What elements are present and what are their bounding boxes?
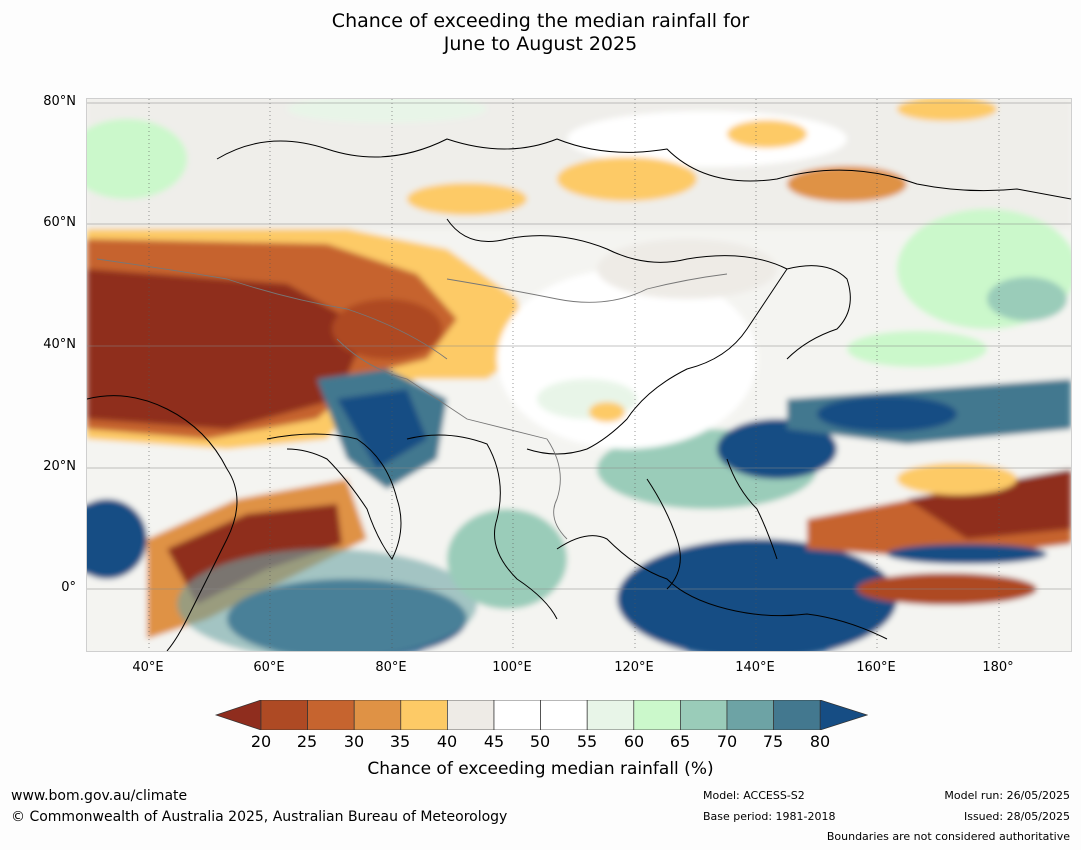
model-run-date: Model run: 26/05/2025: [944, 789, 1070, 802]
colorbar-tick: 80: [809, 732, 831, 751]
colorbar-tick: 60: [623, 732, 645, 751]
coastlines: [87, 138, 1071, 651]
lon-label-40e: 40°E: [132, 660, 164, 675]
colorbar-tick: 20: [250, 732, 272, 751]
colorbar: [214, 700, 868, 730]
lon-label-100e: 100°E: [492, 660, 532, 675]
lon-label-180: 180°: [982, 660, 1014, 675]
boundaries-disclaimer: Boundaries are not considered authoritat…: [826, 830, 1070, 843]
colorbar-tick: 50: [529, 732, 551, 751]
lon-label-160e: 160°E: [856, 660, 896, 675]
chart-title-line-2: June to August 2025: [443, 33, 638, 55]
lat-label-60n: 60°N: [43, 215, 76, 230]
bom-website-link[interactable]: www.bom.gov.au/climate: [11, 788, 188, 804]
country-borders: [96, 258, 728, 540]
colorbar-segment: [214, 700, 262, 730]
lat-label-40n: 40°N: [43, 337, 76, 352]
lon-label-140e: 140°E: [735, 660, 775, 675]
colorbar-label: Chance of exceeding median rainfall (%): [367, 759, 714, 779]
colorbar-segment: [493, 700, 541, 730]
colorbar-segment: [633, 700, 681, 730]
colorbar-tick: 75: [762, 732, 784, 751]
base-period: Base period: 1981-2018: [703, 810, 836, 823]
colorbar-segment: [353, 700, 402, 730]
lat-label-equator: 0°: [61, 580, 76, 595]
rainfall-fill-layer: [87, 99, 1071, 651]
map-canvas: [87, 99, 1071, 651]
colorbar-segment: [307, 700, 355, 730]
colorbar-segment: [773, 700, 821, 730]
colorbar-tick: 40: [436, 732, 458, 751]
issued-date: Issued: 28/05/2025: [963, 810, 1070, 823]
colorbar-tick: 45: [483, 732, 505, 751]
colorbar-segment: [400, 700, 448, 730]
colorbar-segment: [726, 700, 774, 730]
lon-label-120e: 120°E: [614, 660, 654, 675]
colorbar-segment: [260, 700, 308, 730]
lat-label-20n: 20°N: [43, 459, 76, 474]
colorbar-segment: [586, 700, 635, 730]
colorbar-tick: 25: [296, 732, 318, 751]
lon-label-80e: 80°E: [375, 660, 407, 675]
colorbar-tick: 30: [343, 732, 365, 751]
chart-title-line-1: Chance of exceeding the median rainfall …: [331, 10, 750, 32]
colorbar-segment: [447, 700, 495, 730]
colorbar-segment: [680, 700, 728, 730]
colorbar-segment: [819, 700, 868, 730]
model-name: Model: ACCESS-S2: [703, 789, 805, 802]
colorbar-tick: 70: [716, 732, 738, 751]
colorbar-segment: [540, 700, 588, 730]
lon-label-60e: 60°E: [253, 660, 285, 675]
colorbar-tick: 65: [669, 732, 691, 751]
parallels: [87, 102, 1071, 590]
colorbar-tick: 35: [389, 732, 411, 751]
colorbar-tick: 55: [576, 732, 598, 751]
rainfall-probability-map: [86, 98, 1072, 652]
copyright-text: © Commonwealth of Australia 2025, Austra…: [11, 809, 508, 825]
lat-label-80n: 80°N: [43, 94, 76, 109]
